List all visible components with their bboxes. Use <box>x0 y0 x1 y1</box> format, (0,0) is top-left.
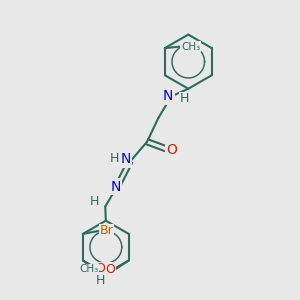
Text: O: O <box>95 262 105 275</box>
Text: CH₃: CH₃ <box>181 42 200 52</box>
Text: N: N <box>111 179 121 194</box>
Text: H: H <box>95 274 105 287</box>
Text: O: O <box>105 263 115 276</box>
Text: N: N <box>121 152 131 167</box>
Text: O: O <box>167 143 177 157</box>
Text: H: H <box>110 152 119 165</box>
Text: CH₃: CH₃ <box>80 264 99 274</box>
Text: H: H <box>180 92 189 105</box>
Text: Br: Br <box>100 224 113 238</box>
Text: H: H <box>89 195 99 208</box>
Text: N: N <box>163 89 173 103</box>
